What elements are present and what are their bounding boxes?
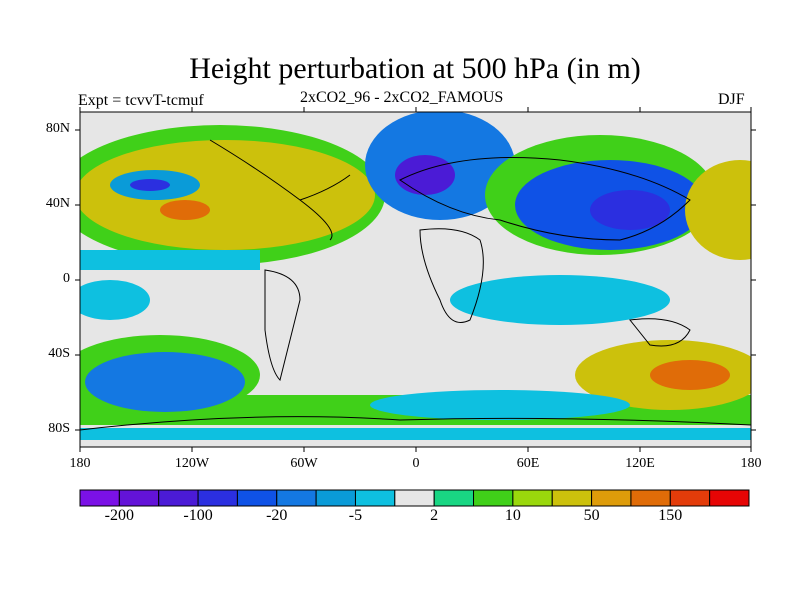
- lon-tick-label: 120W: [174, 456, 210, 471]
- deep-blue-trough-europe: [395, 155, 455, 195]
- blue-low-south-pacific: [85, 352, 245, 412]
- colorbar-swatch: [551, 489, 593, 507]
- blue-core-asia: [590, 190, 670, 230]
- colorbar-label: 150: [658, 507, 683, 524]
- colorbar-swatch: [276, 489, 317, 507]
- cyan-band-antarctica: [80, 428, 751, 440]
- orange-high-south-pacific: [650, 360, 730, 390]
- yellow-west-pacific: [685, 160, 751, 260]
- colorbar-swatch: [669, 489, 711, 507]
- lat-tick-label: 40N: [45, 196, 70, 211]
- colorbar-label: 50: [583, 507, 600, 524]
- cyan-band-tropics: [450, 275, 670, 325]
- colorbar-swatch: [473, 489, 514, 507]
- lat-tick-label: 40S: [48, 346, 70, 361]
- yellow-blob-north-pacific: [80, 140, 375, 250]
- orange-blob-north-pacific: [160, 200, 210, 220]
- cyan-band-tropics: [370, 390, 630, 420]
- colorbar-swatch: [118, 489, 160, 507]
- colorbar-swatch: [197, 489, 238, 507]
- lat-tick-label: 0: [63, 271, 70, 286]
- blue-core-north-pacific: [130, 179, 170, 191]
- lon-tick-label: 180: [740, 456, 762, 471]
- colorbar-label: 10: [504, 507, 521, 524]
- colorbar-label: -5: [348, 507, 363, 524]
- colorbar: [79, 489, 750, 507]
- colorbar-swatch: [630, 489, 671, 507]
- colorbar-label: -20: [266, 507, 288, 524]
- colorbar-swatch: [315, 489, 356, 507]
- lat-tick-label: 80S: [48, 421, 70, 436]
- lon-tick-label: 60W: [290, 456, 318, 471]
- colorbar-swatch: [236, 489, 278, 507]
- colorbar-swatch: [354, 489, 396, 507]
- cyan-band-tropics: [80, 280, 150, 320]
- colorbar-swatch: [158, 489, 199, 507]
- colorbar-label: -100: [183, 507, 213, 524]
- colorbar-swatch: [591, 489, 632, 507]
- plot-title: Height perturbation at 500 hPa (in m): [189, 52, 641, 85]
- experiment-label: Expt = tcvvT-tcmuf: [78, 92, 204, 109]
- cyan-band-tropics: [80, 250, 260, 270]
- colorbar-swatch: [512, 489, 553, 507]
- colorbar-label: 2: [430, 507, 439, 524]
- lon-tick-label: 0: [412, 456, 420, 471]
- colorbar-swatch: [394, 489, 435, 507]
- lon-tick-label: 180: [69, 456, 91, 471]
- lat-tick-label: 80N: [45, 121, 70, 136]
- colorbar-swatch: [433, 489, 475, 507]
- lon-tick-label: 120E: [625, 456, 655, 471]
- season-label: DJF: [718, 91, 745, 108]
- difference-label: 2xCO2_96 - 2xCO2_FAMOUS: [300, 89, 504, 106]
- axis-ticks: [75, 107, 756, 452]
- colorbar-swatch: [709, 489, 750, 507]
- colorbar-label: -200: [104, 507, 134, 524]
- lon-tick-label: 60E: [516, 456, 540, 471]
- map-plot-area: [80, 112, 751, 447]
- colorbar-swatch: [79, 489, 120, 507]
